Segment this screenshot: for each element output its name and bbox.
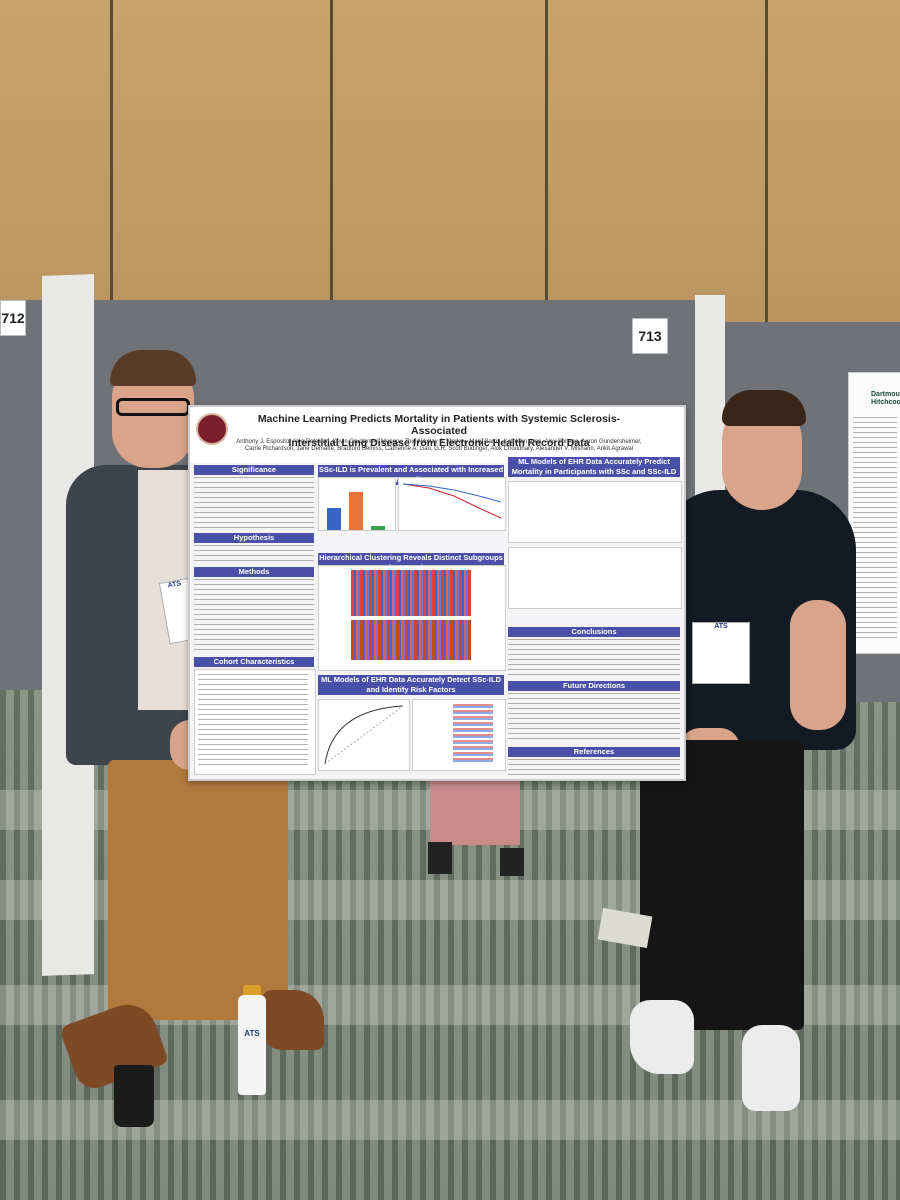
- survival-curve-icon: [402, 483, 502, 519]
- right-person-trousers: [640, 740, 804, 1030]
- neighbor-poster-text: [853, 417, 897, 642]
- right-person-sneaker: [742, 1025, 800, 1111]
- right-person-hair: [722, 390, 806, 426]
- bar-chart-figure: [318, 477, 396, 531]
- right-person-badge: ATS: [692, 622, 750, 684]
- poster-authors: Anthony J. Esposito, Aleo Patekian, Kevi…: [236, 439, 642, 452]
- section-text: [194, 477, 314, 529]
- booth-number-center: 713: [632, 318, 668, 354]
- section-references: References: [508, 747, 680, 757]
- section-hypothesis: Hypothesis: [194, 533, 314, 543]
- background-person-legs: [430, 775, 520, 845]
- booth-number-left: 712: [0, 300, 26, 336]
- neighbor-poster-heading: Dartmouth Hitchcock: [871, 391, 900, 406]
- section-text: [508, 639, 680, 677]
- section-conclusions: Conclusions: [508, 627, 680, 637]
- roc-curve-icon: [324, 705, 404, 765]
- section-text: [508, 759, 680, 775]
- section-heading-line: Mortality in Participants with SSc and S…: [511, 467, 677, 476]
- shap-figure: [412, 699, 506, 771]
- badge-label: ATS: [167, 580, 182, 590]
- section-significance: Significance: [194, 465, 314, 475]
- survival-curve-figure: [398, 477, 506, 531]
- poster-title-line: Machine Learning Predicts Mortality in P…: [257, 413, 621, 437]
- research-poster: Machine Learning Predicts Mortality in P…: [188, 405, 686, 781]
- section-heading-line: ML Models of EHR Data Accurately Detect …: [320, 675, 502, 684]
- coffee-cup: [114, 1065, 154, 1127]
- university-seal-icon: [196, 413, 228, 445]
- heatmap-figure: [318, 565, 506, 671]
- heatmap: [351, 570, 471, 616]
- left-person-shoe: [262, 990, 324, 1050]
- bar: [349, 492, 363, 530]
- background-person-shoe: [428, 842, 452, 874]
- section-heading-line: and Identify Risk Factors: [366, 685, 456, 694]
- back-wall: [0, 0, 900, 330]
- wall-seam: [765, 0, 768, 330]
- mortality-model-figure: [508, 547, 682, 609]
- eyeglasses-icon: [116, 398, 190, 416]
- bottle-label: ATS: [244, 1029, 260, 1038]
- right-person-sneaker: [630, 1000, 694, 1074]
- cohort-table: [194, 669, 316, 775]
- wall-seam: [545, 0, 548, 330]
- poster-title-line: Interstitial Lung Disease from Electroni…: [288, 437, 590, 449]
- water-bottle: ATS: [238, 995, 266, 1095]
- wall-seam: [110, 0, 113, 330]
- section-text: [508, 693, 680, 739]
- bar: [371, 526, 385, 530]
- section-heading-line: ML Models of EHR Data Accurately Predict: [518, 457, 670, 466]
- bar: [327, 508, 341, 530]
- badge-label: ATS: [714, 623, 728, 630]
- section-mortality-prediction: ML Models of EHR Data Accurately Predict…: [508, 457, 680, 477]
- background-person-shoe: [500, 848, 524, 876]
- wall-seam: [330, 0, 333, 330]
- left-person-trousers: [108, 760, 288, 1020]
- right-person-arm: [790, 600, 846, 730]
- poster-title: Machine Learning Predicts Mortality in P…: [234, 413, 644, 449]
- section-text: [194, 545, 314, 565]
- section-methods: Methods: [194, 567, 314, 577]
- heatmap: [351, 620, 471, 660]
- section-ssc-ild-detection: ML Models of EHR Data Accurately Detect …: [318, 675, 504, 695]
- section-cohort: Cohort Characteristics: [194, 657, 314, 667]
- neighbor-poster: Dartmouth Hitchcock: [848, 372, 900, 654]
- section-future-directions: Future Directions: [508, 681, 680, 691]
- mortality-model-figure: [508, 481, 682, 543]
- left-person-hair: [110, 350, 196, 386]
- section-text: [194, 579, 314, 653]
- roc-curve-figure: [318, 699, 410, 771]
- poster-header: Machine Learning Predicts Mortality in P…: [190, 407, 684, 463]
